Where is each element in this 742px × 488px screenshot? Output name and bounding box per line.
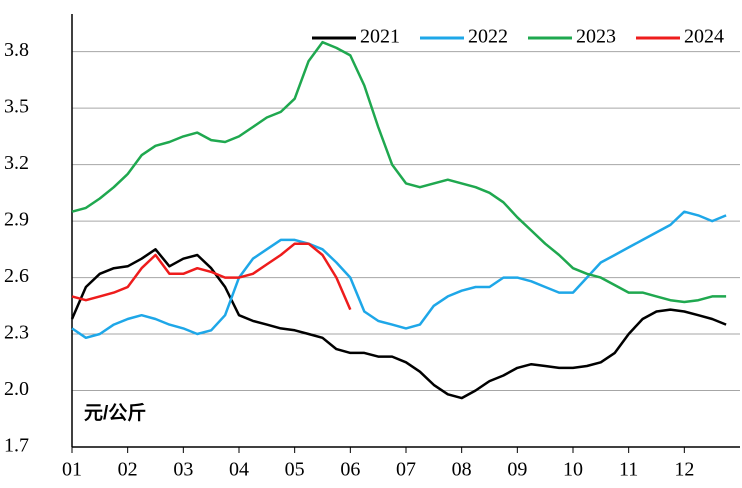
legend-label: 2023 <box>576 26 616 48</box>
x-tick-label: 12 <box>674 459 694 481</box>
x-tick-label: 10 <box>563 459 583 481</box>
x-tick-label: 04 <box>229 459 249 481</box>
x-tick-label: 09 <box>507 459 527 481</box>
y-tick-label: 3.2 <box>4 152 29 174</box>
legend-label: 2022 <box>468 26 508 48</box>
x-tick-label: 02 <box>118 459 138 481</box>
y-tick-label: 3.5 <box>4 96 29 118</box>
x-tick-label: 05 <box>285 459 305 481</box>
series-line <box>71 40 727 304</box>
y-tick-label: 2.0 <box>4 378 29 400</box>
legend-label: 2024 <box>684 26 724 48</box>
x-tick-label: 06 <box>340 459 360 481</box>
series-line <box>71 210 727 340</box>
series-line <box>71 242 352 311</box>
x-tick-label: 11 <box>619 459 638 481</box>
unit-annotation: 元/公斤 <box>84 402 146 424</box>
x-tick-label: 08 <box>452 459 472 481</box>
x-tick-label: 07 <box>396 459 416 481</box>
y-tick-label: 1.7 <box>4 435 29 457</box>
y-tick-label: 2.6 <box>4 265 29 287</box>
series-line <box>70 248 727 400</box>
x-tick-label: 01 <box>62 459 82 481</box>
y-tick-label: 2.3 <box>4 322 29 344</box>
x-tick-label: 03 <box>173 459 193 481</box>
y-tick-label: 3.8 <box>4 39 29 61</box>
y-tick-label: 2.9 <box>4 209 29 231</box>
legend-label: 2021 <box>360 26 400 48</box>
